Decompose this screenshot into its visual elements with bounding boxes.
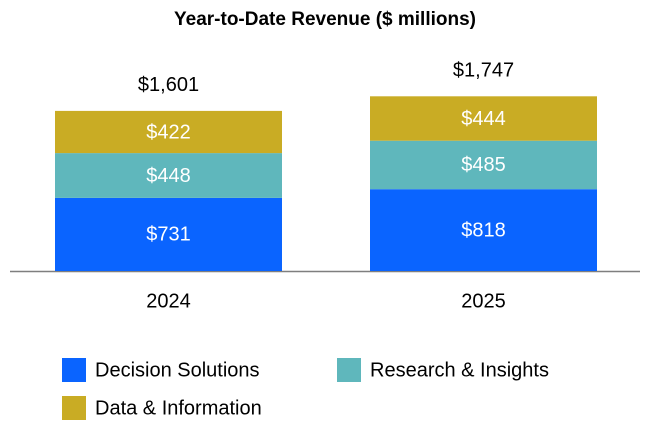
legend-swatch [337,358,361,382]
bar-segment [370,140,597,190]
data-label: $818 [461,219,506,241]
bar-segment [55,197,282,271]
total-label: $1,601 [138,74,199,96]
data-label: $444 [461,108,506,130]
bar-segment [370,96,597,141]
legend-label: Data & Information [95,397,262,419]
data-label: $422 [146,121,191,143]
legend-label: Research & Insights [370,359,549,381]
legend-label: Decision Solutions [95,359,260,381]
data-label: $448 [146,165,191,187]
legend-swatch [62,396,86,420]
bar-segment [55,110,282,154]
x-tick-label: 2024 [146,290,191,312]
data-label: $485 [461,154,506,176]
chart-title: Year-to-Date Revenue ($ millions) [174,9,476,30]
x-tick-label: 2025 [461,290,506,312]
bar-segment [55,153,282,198]
legend-swatch [62,358,86,382]
bar-segment [370,189,597,271]
total-label: $1,747 [453,60,514,82]
data-label: $731 [146,224,191,246]
